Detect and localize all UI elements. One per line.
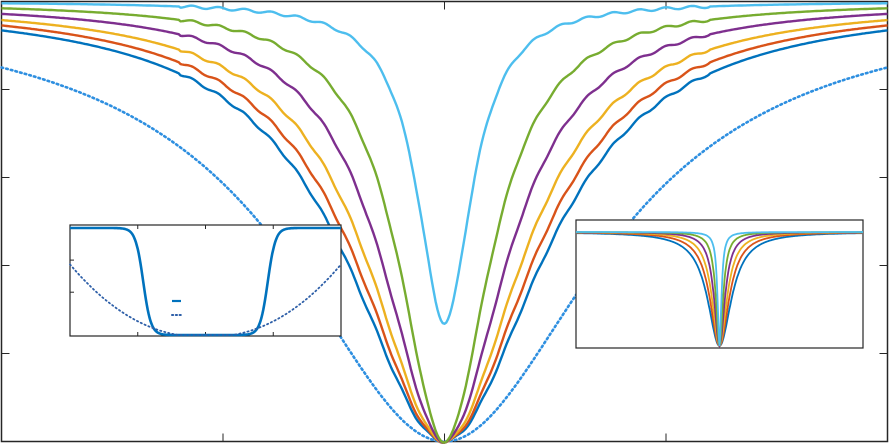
- inset-right-series-line-5: [576, 231, 863, 347]
- main-series-line-5: [1, 7, 888, 444]
- inset-left-series-line-1: [69, 263, 342, 336]
- inset-left-axes-box: [69, 224, 342, 337]
- inset-right-axes-box: [575, 219, 864, 349]
- main-series-line-6: [1, 2, 888, 325]
